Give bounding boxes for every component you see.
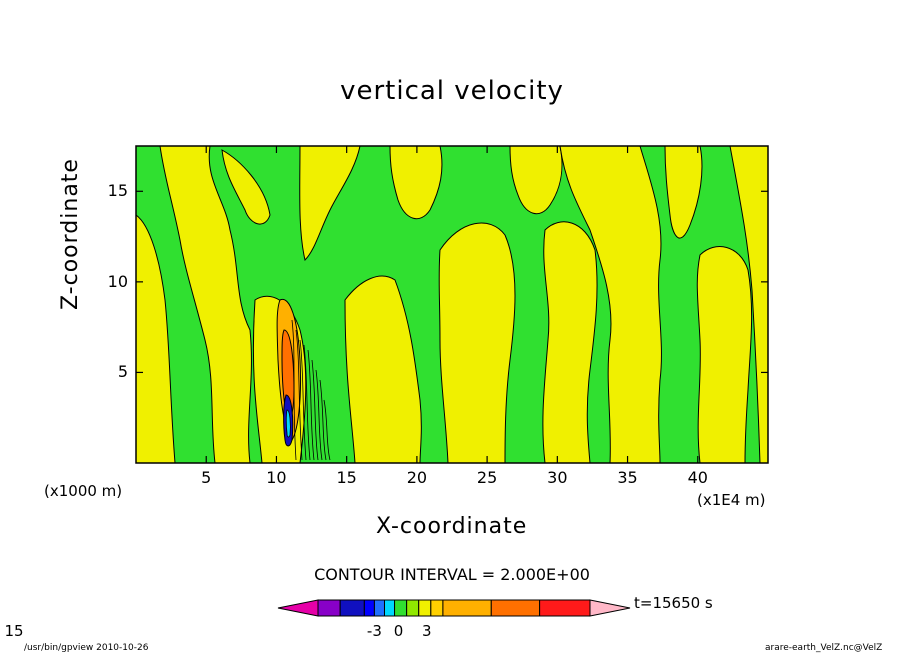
x-tick-label: 25 bbox=[476, 468, 498, 487]
plot-frame bbox=[135, 145, 769, 464]
updraft-region bbox=[136, 214, 176, 463]
colorbar-bin bbox=[406, 599, 420, 617]
x-tick-label: 20 bbox=[406, 468, 428, 487]
footer-program-date: /usr/bin/gpview 2010-10-26 bbox=[24, 643, 149, 653]
x-tick-label: 5 bbox=[201, 468, 212, 487]
y-tick-label: 10 bbox=[107, 271, 128, 291]
colorbar-bin bbox=[442, 599, 492, 617]
colorbar-min-arrow bbox=[277, 599, 319, 617]
x-tick-label: 15 bbox=[336, 468, 357, 487]
dense-contour-lines bbox=[291, 319, 331, 461]
strong-downdraft-core bbox=[285, 409, 291, 438]
colorbar-bin bbox=[363, 599, 375, 617]
updraft-region bbox=[696, 246, 753, 463]
updraft-region bbox=[344, 275, 422, 463]
updraft-region bbox=[299, 146, 361, 261]
x-axis-ticks bbox=[205, 146, 699, 463]
contour-interval-text: CONTOUR INTERVAL = 2.000E+00 bbox=[314, 565, 590, 584]
updraft-region bbox=[438, 222, 516, 463]
time-label: t=15650 s bbox=[634, 594, 713, 612]
footer-file-name: arare-earth_VelZ.nc@VelZ bbox=[765, 643, 883, 653]
x-axis-label: X-coordinate bbox=[376, 514, 528, 539]
y-tick-label: 5 bbox=[117, 362, 128, 382]
x-tick-label: 35 bbox=[617, 468, 638, 487]
colorbar-tick-label: -3 bbox=[366, 622, 382, 640]
colorbar-bin bbox=[430, 599, 444, 617]
x-axis-unit: (x1E4 m) bbox=[697, 491, 766, 509]
colorbar-bin bbox=[373, 599, 385, 617]
colorbar-bin bbox=[539, 599, 591, 617]
y-axis-unit: (x1000 m) bbox=[44, 482, 123, 500]
y-axis-label: Z-coordinate bbox=[58, 158, 83, 310]
x-tick-label: 10 bbox=[266, 468, 287, 487]
colorbar-tick-label: 0 bbox=[393, 622, 404, 640]
colorbar-tick-label: 15 bbox=[4, 622, 24, 640]
colorbar-bin bbox=[383, 599, 396, 617]
updraft-region bbox=[559, 146, 662, 463]
colorbar-max-arrow bbox=[589, 599, 631, 617]
colorbar-bin bbox=[490, 599, 541, 617]
updraft-region bbox=[509, 146, 563, 215]
y-tick-label: 15 bbox=[107, 181, 128, 201]
updraft-region bbox=[221, 149, 271, 225]
updraft-region bbox=[664, 146, 703, 239]
x-tick-label: 40 bbox=[687, 468, 708, 487]
chart-title: vertical velocity bbox=[340, 76, 564, 106]
colorbar bbox=[277, 599, 631, 617]
colorbar-bin bbox=[418, 599, 432, 617]
updraft-region bbox=[159, 146, 252, 463]
colorbar-bin bbox=[339, 599, 365, 617]
updraft-region bbox=[389, 146, 443, 220]
colorbar-tick-label: 3 bbox=[422, 622, 432, 640]
updraft-region bbox=[542, 221, 598, 463]
colorbar-bin bbox=[394, 599, 408, 617]
updraft-region bbox=[729, 146, 768, 463]
colorbar-bin bbox=[317, 599, 341, 617]
y-axis-ticks bbox=[136, 190, 768, 374]
x-tick-label: 30 bbox=[547, 468, 568, 487]
